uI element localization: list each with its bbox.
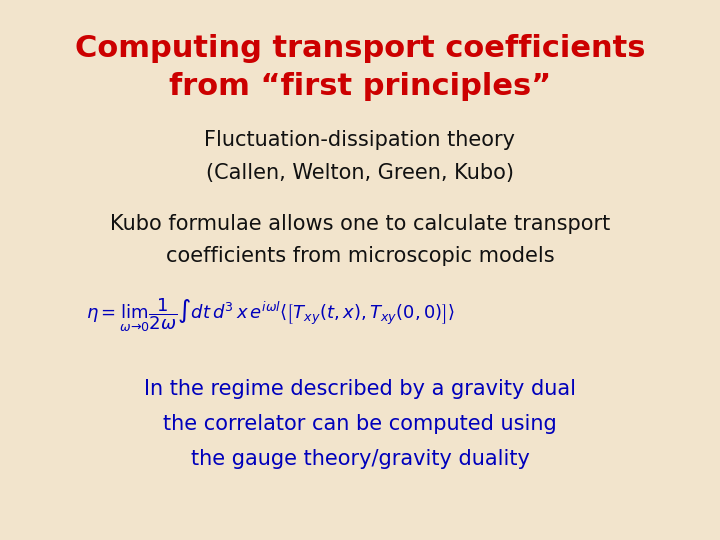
Text: Computing transport coefficients: Computing transport coefficients <box>75 34 645 63</box>
Text: the gauge theory/gravity duality: the gauge theory/gravity duality <box>191 449 529 469</box>
Text: coefficients from microscopic models: coefficients from microscopic models <box>166 246 554 267</box>
Text: Kubo formulae allows one to calculate transport: Kubo formulae allows one to calculate tr… <box>110 214 610 234</box>
Text: In the regime described by a gravity dual: In the regime described by a gravity dua… <box>144 379 576 399</box>
Text: the correlator can be computed using: the correlator can be computed using <box>163 414 557 434</box>
Text: Fluctuation-dissipation theory: Fluctuation-dissipation theory <box>204 130 516 151</box>
Text: $\eta = \lim_{\omega \to 0} \dfrac{1}{2\omega} \int dt\, d^3x\, e^{i\omega l} \l: $\eta = \lim_{\omega \to 0} \dfrac{1}{2\… <box>86 298 456 334</box>
Text: from “first principles”: from “first principles” <box>169 72 551 101</box>
Text: (Callen, Welton, Green, Kubo): (Callen, Welton, Green, Kubo) <box>206 163 514 183</box>
